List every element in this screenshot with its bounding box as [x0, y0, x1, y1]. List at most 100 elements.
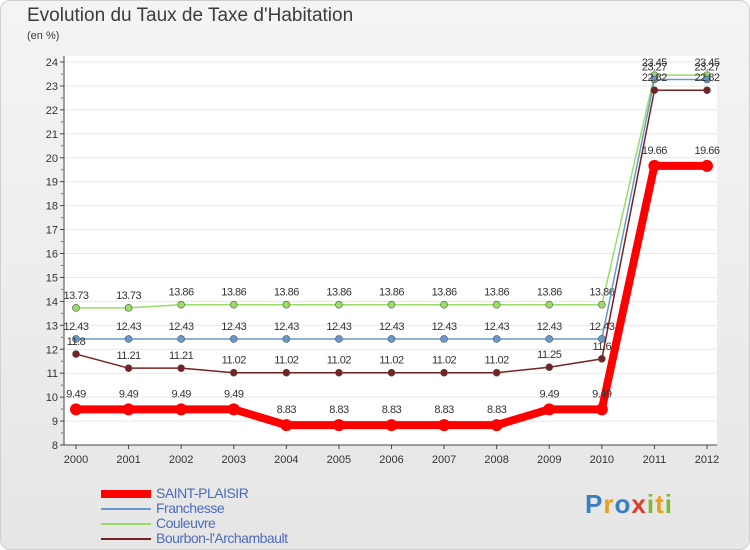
data-label: 12.43	[537, 321, 562, 333]
data-label: 12.43	[169, 321, 194, 333]
data-point	[229, 300, 238, 309]
data-label: 22.82	[694, 72, 719, 84]
data-label: 11.8	[67, 336, 86, 348]
y-tick-label: 18	[46, 201, 58, 213]
y-tick-label: 16	[46, 249, 58, 261]
data-label: 13.86	[432, 287, 457, 299]
data-point	[124, 335, 133, 343]
data-label: 12.43	[221, 321, 246, 333]
data-point	[595, 403, 608, 416]
data-label: 13.86	[169, 287, 194, 299]
chart-title: Evolution du Taux de Taxe d'Habitation	[27, 5, 354, 26]
data-point	[229, 368, 238, 377]
data-point	[387, 300, 396, 309]
data-point	[72, 335, 80, 343]
data-point	[545, 300, 554, 309]
data-point	[229, 335, 238, 343]
data-point	[177, 335, 185, 343]
data-point	[177, 300, 185, 309]
data-point	[335, 300, 343, 309]
legend-swatch-couleuvre	[101, 523, 151, 525]
y-tick-label: 17	[46, 225, 58, 237]
data-point	[440, 300, 448, 309]
data-label: 13.86	[274, 287, 299, 299]
data-point	[282, 335, 291, 343]
data-label: 11.21	[169, 350, 194, 362]
data-label: 19.66	[694, 145, 719, 157]
y-axis-unit-label: (en %)	[27, 30, 60, 42]
data-point	[72, 304, 80, 312]
y-tick-label: 15	[46, 272, 58, 284]
y-tick-label: 14	[46, 296, 58, 308]
y-tick-label: 10	[46, 392, 58, 404]
data-label: 23.27	[694, 61, 719, 73]
data-point	[124, 304, 133, 312]
data-label: 8.83	[434, 404, 454, 416]
data-label: 11.21	[116, 350, 141, 362]
data-label: 12.43	[589, 321, 614, 333]
data-label: 11.02	[327, 355, 352, 367]
data-label: 8.83	[382, 404, 402, 416]
data-point	[124, 364, 133, 372]
data-point	[492, 335, 501, 343]
data-label: 13.86	[484, 287, 509, 299]
data-label: 23.27	[642, 61, 667, 73]
data-point	[177, 364, 185, 372]
data-point	[282, 300, 291, 309]
y-tick-label: 19	[46, 177, 58, 189]
data-label: 12.43	[484, 321, 509, 333]
data-point	[703, 75, 711, 84]
data-label: 12.43	[274, 321, 299, 333]
data-label: 23.45	[694, 57, 719, 69]
data-label: 11.25	[537, 349, 562, 361]
x-tick-label: 2000	[64, 454, 88, 466]
data-point	[282, 368, 291, 377]
y-tick-label: 22	[46, 105, 58, 117]
legend-swatch-saint-plaisir	[101, 490, 151, 498]
data-point	[650, 75, 659, 84]
x-tick-label: 2008	[484, 454, 508, 466]
data-point	[387, 335, 396, 343]
data-label: 19.66	[642, 145, 667, 157]
data-label: 12.43	[326, 321, 351, 333]
x-tick-label: 2004	[274, 454, 298, 466]
data-label: 13.86	[221, 287, 246, 299]
data-point	[701, 159, 713, 172]
data-label: 13.86	[379, 287, 404, 299]
data-label: 22.82	[642, 72, 667, 84]
data-label: 9.49	[592, 388, 612, 400]
data-label: 11.02	[432, 355, 457, 367]
x-tick-label: 2003	[222, 454, 246, 466]
data-point	[598, 300, 606, 309]
y-tick-label: 24	[46, 57, 58, 69]
data-point	[545, 335, 554, 343]
data-label: 23.45	[642, 57, 667, 69]
y-tick-label: 11	[47, 368, 58, 380]
data-label: 9.49	[66, 388, 86, 400]
data-point	[440, 335, 448, 343]
data-label: 12.43	[432, 321, 457, 333]
data-point	[122, 403, 135, 416]
data-point	[438, 419, 451, 432]
y-tick-label: 23	[46, 81, 58, 93]
data-label: 11.02	[222, 355, 247, 367]
x-tick-label: 2001	[116, 454, 140, 466]
data-point	[335, 368, 343, 377]
y-tick-label: 8	[52, 440, 58, 452]
data-label: 9.49	[540, 388, 560, 400]
data-label: 9.49	[224, 388, 244, 400]
data-label: 12.43	[116, 321, 141, 333]
x-tick-label: 2007	[432, 454, 456, 466]
data-label: 12.43	[379, 321, 404, 333]
data-point	[175, 403, 188, 416]
data-label: 13.73	[63, 290, 88, 302]
data-point	[492, 368, 501, 377]
x-tick-label: 2006	[379, 454, 403, 466]
y-tick-label: 21	[46, 129, 58, 141]
data-point	[280, 419, 293, 432]
legend-label-couleuvre: Couleuvre	[156, 515, 216, 531]
data-point	[332, 419, 345, 432]
data-point	[440, 368, 448, 377]
y-tick-label: 13	[46, 320, 58, 332]
